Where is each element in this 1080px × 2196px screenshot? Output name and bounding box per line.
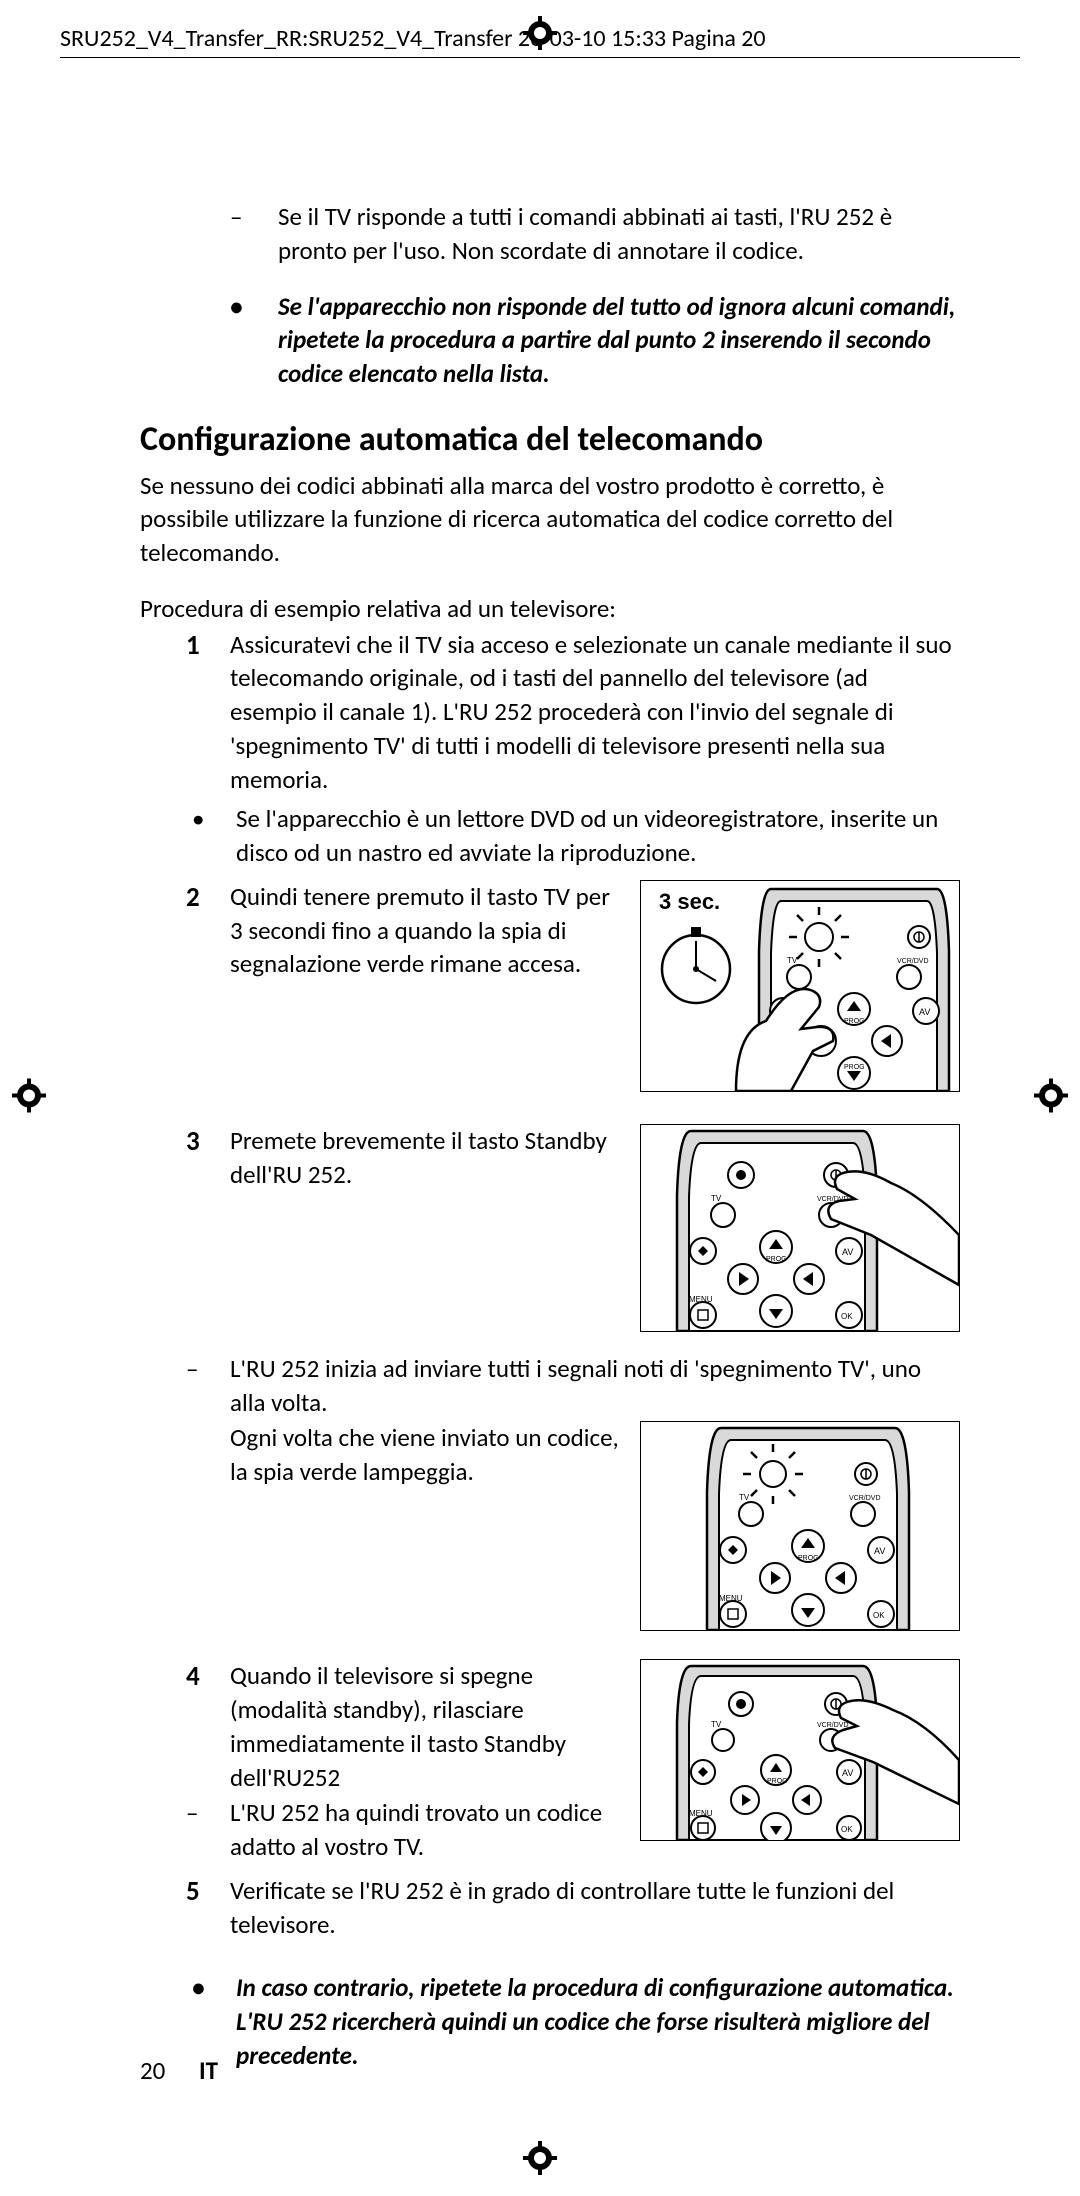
figure-step-4: TV VCR/DVD AV PROG MENU OK bbox=[640, 1659, 960, 1841]
bullet-marker: • bbox=[230, 290, 278, 391]
page-footer: 20 IT bbox=[140, 2055, 218, 2086]
step-2: 2 Quindi tenere premuto il tasto TV per … bbox=[186, 880, 960, 1092]
crop-mark-bottom-icon bbox=[523, 2141, 557, 2180]
step-1-text: Assicuratevi che il TV sia acceso e sele… bbox=[230, 628, 960, 797]
figure-step-3b: TV VCR/DVD AV PROG bbox=[640, 1421, 960, 1631]
svg-text:MENU: MENU bbox=[719, 1594, 743, 1603]
svg-text:TV: TV bbox=[739, 1493, 750, 1502]
svg-text:OK: OK bbox=[841, 1825, 853, 1834]
step-3-dash-b: Ogni volta che viene inviato un codice, … bbox=[230, 1421, 624, 1631]
step-3-dash-a: L'RU 252 inizia ad inviare tutti i segna… bbox=[230, 1352, 960, 1420]
intro-block: – Se il TV risponde a tutti i comandi ab… bbox=[230, 200, 960, 391]
step-4: 4 Quando il televisore si spegne (modali… bbox=[186, 1659, 960, 1868]
step-4-text: Quando il televisore si spegne (modalità… bbox=[230, 1659, 624, 1794]
final-bullet-row: • In caso contrario, ripetete la procedu… bbox=[186, 1971, 960, 2076]
step-number: 3 bbox=[186, 1124, 230, 1332]
section-title: Configurazione automatica del telecomand… bbox=[140, 417, 960, 463]
svg-text:MENU: MENU bbox=[689, 1295, 713, 1304]
svg-text:VCR/DVD: VCR/DVD bbox=[817, 1722, 849, 1729]
page-number: 20 bbox=[140, 2055, 165, 2086]
dash-marker: – bbox=[186, 1796, 230, 1864]
step-4-dash-text: L'RU 252 ha quindi trovato un codice ada… bbox=[230, 1796, 624, 1864]
main-content: – Se il TV risponde a tutti i comandi ab… bbox=[140, 200, 960, 2077]
page-language: IT bbox=[199, 2055, 218, 2086]
crop-mark-right-icon bbox=[1034, 1079, 1068, 1118]
svg-text:PROG: PROG bbox=[766, 1256, 787, 1263]
fig-label: 3 sec. bbox=[659, 889, 720, 914]
crop-mark-top-icon bbox=[523, 16, 557, 55]
svg-text:VCR/DVD: VCR/DVD bbox=[849, 1495, 881, 1502]
step-2-text: Quindi tenere premuto il tasto TV per 3 … bbox=[230, 880, 624, 1092]
page: SRU252_V4_Transfer_RR:SRU252_V4_Transfer… bbox=[0, 0, 1080, 2196]
svg-text:MENU: MENU bbox=[689, 1809, 713, 1818]
svg-text:OK: OK bbox=[841, 1312, 853, 1321]
intro-dash-item: – Se il TV risponde a tutti i comandi ab… bbox=[230, 200, 960, 268]
intro-bullet-text: Se l'apparecchio non risponde del tutto … bbox=[278, 290, 960, 391]
svg-text:TV: TV bbox=[711, 1720, 722, 1729]
step-1: 1 Assicuratevi che il TV sia acceso e se… bbox=[186, 628, 960, 797]
step-number: 1 bbox=[186, 628, 230, 797]
dash-marker: – bbox=[186, 1352, 230, 1632]
step-1-sub: • Se l'apparecchio è un lettore DVD od u… bbox=[186, 802, 960, 874]
numbered-list: 1 Assicuratevi che il TV sia acceso e se… bbox=[186, 628, 960, 2077]
crop-mark-left-icon bbox=[12, 1079, 46, 1118]
step-3: 3 Premete brevemente il tasto Standby de… bbox=[186, 1124, 960, 1332]
svg-text:PROG: PROG bbox=[767, 1778, 788, 1785]
figure-step-3: TV VCR/DVD AV PROG MENU OK bbox=[640, 1124, 960, 1332]
step-3-text: Premete brevemente il tasto Standby dell… bbox=[230, 1124, 624, 1332]
svg-text:VCR/DVD: VCR/DVD bbox=[897, 958, 929, 965]
step-1-bullet-text: Se l'apparecchio è un lettore DVD od un … bbox=[236, 802, 960, 870]
svg-text:AV: AV bbox=[919, 1007, 930, 1017]
svg-text:OK: OK bbox=[873, 1611, 885, 1620]
step-number: 2 bbox=[186, 880, 230, 1092]
step-number: 5 bbox=[186, 1874, 230, 1942]
final-bullet-text: In caso contrario, ripetete la procedura… bbox=[236, 1971, 960, 2072]
step-5: 5 Verificate se l'RU 252 è in grado di c… bbox=[186, 1874, 960, 1942]
step-5-text: Verificate se l'RU 252 è in grado di con… bbox=[230, 1874, 960, 1942]
svg-text:PROG: PROG bbox=[844, 1064, 865, 1071]
figure-step-2: 3 sec. bbox=[640, 880, 960, 1092]
intro-dash-text: Se il TV risponde a tutti i comandi abbi… bbox=[278, 200, 960, 268]
svg-text:TV: TV bbox=[787, 956, 798, 965]
svg-text:TV: TV bbox=[711, 1194, 722, 1203]
procedure-intro: Procedura di esempio relativa ad un tele… bbox=[140, 592, 960, 626]
step-3-sub: – L'RU 252 inizia ad inviare tutti i seg… bbox=[186, 1352, 960, 1636]
svg-text:AV: AV bbox=[842, 1247, 853, 1257]
dash-marker: – bbox=[230, 200, 278, 268]
bullet-marker: • bbox=[186, 802, 236, 870]
svg-text:PROG: PROG bbox=[798, 1555, 819, 1562]
svg-text:PROG: PROG bbox=[844, 1018, 865, 1025]
intro-bullet-item: • Se l'apparecchio non risponde del tutt… bbox=[230, 290, 960, 391]
section-intro: Se nessuno dei codici abbinati alla marc… bbox=[140, 469, 960, 570]
svg-text:AV: AV bbox=[842, 1768, 853, 1778]
svg-text:AV: AV bbox=[874, 1546, 885, 1556]
